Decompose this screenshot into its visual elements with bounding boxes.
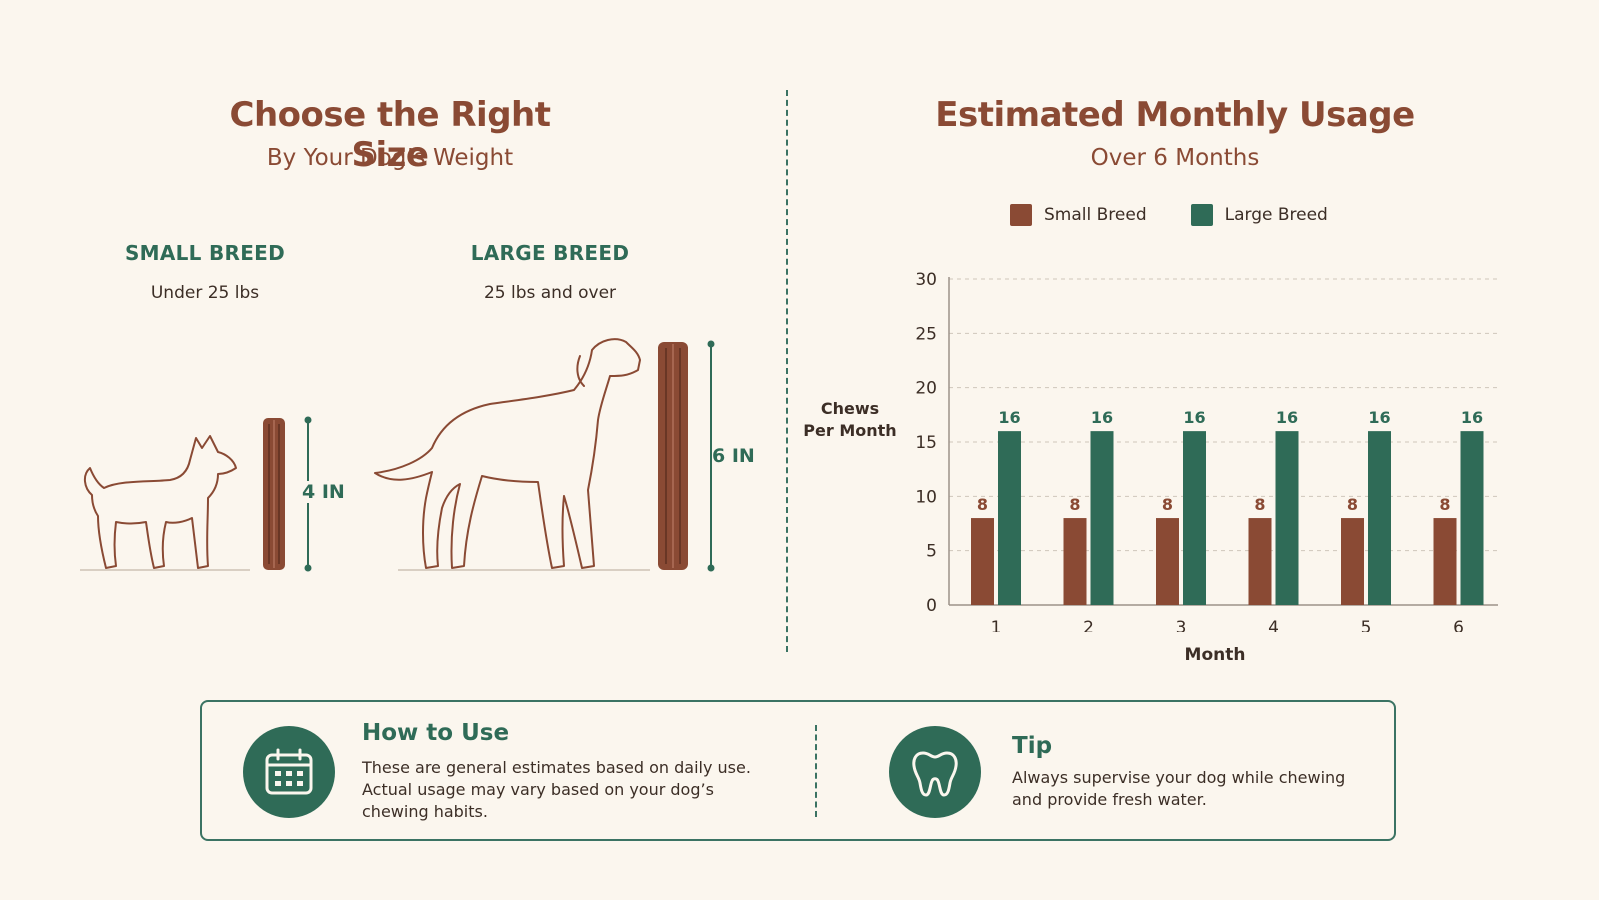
legend-small-breed: Small Breed xyxy=(1010,204,1147,226)
x-tick-label: 2 xyxy=(1083,618,1094,632)
bar-large-month-2 xyxy=(1090,431,1114,605)
calendar-icon xyxy=(265,748,313,795)
size-guide-subtitle: By Your Dog’s Weight xyxy=(266,145,514,171)
section-divider xyxy=(786,90,788,652)
legend-swatch-large xyxy=(1190,204,1213,226)
data-label: 16 xyxy=(998,408,1020,427)
y-tick-label: 5 xyxy=(926,542,937,562)
small-breed-weight: Under 25 lbs xyxy=(150,283,260,303)
y-tick-label: 0 xyxy=(926,596,937,616)
tip-title: Tip xyxy=(1012,733,1053,759)
how-to-use-badge xyxy=(243,726,335,818)
how-to-use-line-2: Actual usage may vary based on your dog’… xyxy=(362,780,714,799)
data-label: 8 xyxy=(1439,495,1450,514)
bar-small-month-6 xyxy=(1433,518,1457,605)
small-chew-icon xyxy=(263,418,285,570)
chart-title: Estimated Monthly Usage xyxy=(935,95,1415,135)
x-tick-label: 4 xyxy=(1268,618,1279,632)
bar-large-month-3 xyxy=(1183,431,1206,605)
legend-swatch-small xyxy=(1010,204,1032,226)
x-tick-label: 5 xyxy=(1361,618,1372,632)
chart-legend: Small Breed Large Breed xyxy=(1010,204,1328,226)
large-measure-line xyxy=(707,340,715,572)
x-axis-label: Month xyxy=(1184,645,1246,665)
size-guide-title: Choose the Right Size xyxy=(229,95,552,175)
usage-bar-chart: 0 5 10 15 20 25 30 8 16 1 8 16 2 8 16 3 8 16 4 8 16 5 8 16 6 xyxy=(915,270,1498,632)
x-tick-label: 3 xyxy=(1176,618,1187,632)
data-label: 16 xyxy=(1091,408,1113,427)
tip-badge xyxy=(889,726,981,818)
small-dog-icon xyxy=(84,435,237,569)
tip-line-1: Always supervise your dog while chewing xyxy=(1012,768,1346,787)
bar-small-month-5 xyxy=(1341,518,1364,605)
legend-label-large: Large Breed xyxy=(1224,205,1328,225)
large-breed-title: LARGE BREED xyxy=(470,241,630,265)
data-label: 16 xyxy=(1368,408,1390,427)
data-label: 8 xyxy=(1069,495,1080,514)
how-to-use-text: These are general estimates based on dai… xyxy=(362,757,782,823)
x-tick-label: 6 xyxy=(1453,618,1464,632)
data-label: 8 xyxy=(977,495,988,514)
data-label: 8 xyxy=(1162,495,1173,514)
tip-line-2: and provide fresh water. xyxy=(1012,790,1207,809)
dogs-illustration xyxy=(80,338,715,572)
y-tick-label: 20 xyxy=(915,379,937,399)
data-label: 16 xyxy=(1461,408,1483,427)
data-label: 8 xyxy=(1347,495,1358,514)
tip-text: Always supervise your dog while chewing … xyxy=(1012,767,1382,811)
info-box xyxy=(200,700,1396,841)
how-to-use-line-3: chewing habits. xyxy=(362,802,488,821)
y-axis-label-line-2: Per Month xyxy=(803,421,897,440)
y-axis-label: Chews Per Month xyxy=(800,398,900,442)
bar-small-month-3 xyxy=(1156,518,1179,605)
bar-large-month-4 xyxy=(1275,431,1299,605)
data-label: 16 xyxy=(1276,408,1298,427)
how-to-use-line-1: These are general estimates based on dai… xyxy=(362,758,751,777)
tooth-icon xyxy=(912,751,958,797)
y-tick-label: 30 xyxy=(915,270,937,290)
legend-large-breed: Large Breed xyxy=(1190,204,1328,226)
bar-small-month-4 xyxy=(1248,518,1272,605)
y-tick-label: 10 xyxy=(915,487,937,507)
small-breed-title: SMALL BREED xyxy=(124,241,286,265)
data-label: 8 xyxy=(1254,495,1265,514)
small-chew-size: 4 IN xyxy=(302,481,345,503)
y-tick-label: 15 xyxy=(915,433,937,453)
bar-large-month-5 xyxy=(1368,431,1391,605)
bar-small-month-2 xyxy=(1063,518,1087,605)
x-tick-label: 1 xyxy=(991,618,1002,632)
info-divider xyxy=(815,725,817,817)
data-label: 16 xyxy=(1183,408,1205,427)
y-axis-label-line-1: Chews xyxy=(820,399,880,418)
bar-small-month-1 xyxy=(971,518,994,605)
legend-label-small: Small Breed xyxy=(1044,205,1147,225)
chart-subtitle: Over 6 Months xyxy=(1090,145,1260,171)
bar-large-month-6 xyxy=(1460,431,1484,605)
large-dog-icon xyxy=(374,338,641,569)
large-chew-size: 6 IN xyxy=(712,445,755,467)
large-chew-icon xyxy=(658,342,688,570)
y-tick-label: 25 xyxy=(915,324,937,344)
large-breed-weight: 25 lbs and over xyxy=(483,283,617,303)
how-to-use-title: How to Use xyxy=(362,720,510,746)
bar-large-month-1 xyxy=(998,431,1021,605)
